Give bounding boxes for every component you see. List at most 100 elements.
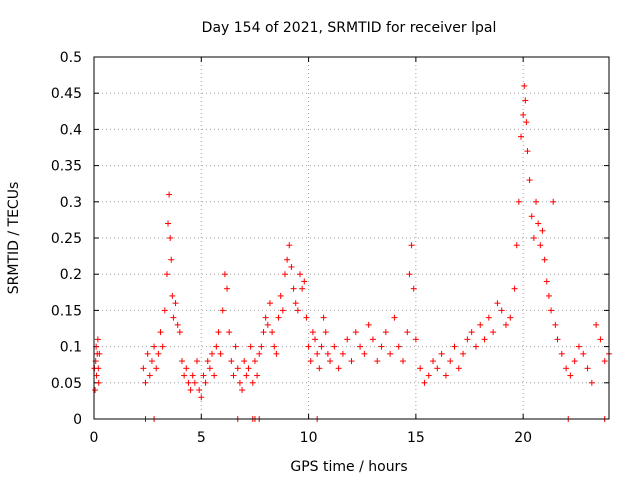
data-point bbox=[307, 358, 314, 365]
data-point bbox=[335, 365, 342, 372]
data-point bbox=[318, 343, 325, 350]
data-point bbox=[92, 387, 99, 394]
x-tick-label: 10 bbox=[300, 430, 318, 446]
data-point bbox=[539, 227, 546, 234]
data-point bbox=[236, 379, 243, 386]
data-point bbox=[200, 372, 207, 379]
data-point bbox=[260, 329, 267, 336]
data-point bbox=[316, 365, 323, 372]
data-point bbox=[331, 343, 338, 350]
data-point bbox=[451, 343, 458, 350]
data-point bbox=[181, 372, 188, 379]
y-tick-label: 0.2 bbox=[60, 267, 82, 283]
data-point bbox=[262, 314, 269, 321]
data-point bbox=[187, 387, 194, 394]
data-point bbox=[550, 198, 557, 205]
data-point bbox=[593, 321, 600, 328]
data-point bbox=[256, 350, 263, 357]
data-point bbox=[421, 379, 428, 386]
x-tick-label: 0 bbox=[90, 430, 99, 446]
data-point bbox=[485, 314, 492, 321]
data-point bbox=[271, 343, 278, 350]
data-point bbox=[211, 372, 218, 379]
data-point bbox=[322, 329, 329, 336]
data-point bbox=[290, 285, 297, 292]
data-point bbox=[254, 372, 261, 379]
data-point bbox=[524, 148, 531, 155]
data-point bbox=[286, 242, 293, 249]
data-point bbox=[144, 350, 151, 357]
data-point bbox=[196, 387, 203, 394]
data-point bbox=[165, 220, 172, 227]
data-point bbox=[378, 343, 385, 350]
data-point bbox=[202, 379, 209, 386]
data-point bbox=[232, 343, 239, 350]
data-point bbox=[294, 307, 301, 314]
data-point bbox=[264, 321, 271, 328]
y-tick-label: 0 bbox=[73, 412, 82, 428]
data-point bbox=[312, 336, 319, 343]
data-point bbox=[221, 271, 228, 278]
data-point bbox=[170, 314, 177, 321]
data-point bbox=[580, 350, 587, 357]
data-point bbox=[434, 365, 441, 372]
data-point bbox=[95, 365, 102, 372]
y-tick-label: 0.5 bbox=[60, 50, 82, 66]
data-point bbox=[513, 242, 520, 249]
data-point bbox=[545, 292, 552, 299]
data-point bbox=[93, 372, 100, 379]
data-point bbox=[528, 213, 535, 220]
data-point bbox=[438, 350, 445, 357]
data-point bbox=[552, 321, 559, 328]
data-point bbox=[217, 350, 224, 357]
data-point bbox=[537, 242, 544, 249]
data-point bbox=[507, 314, 514, 321]
data-point bbox=[142, 379, 149, 386]
data-point bbox=[412, 336, 419, 343]
data-point bbox=[361, 350, 368, 357]
data-point bbox=[543, 278, 550, 285]
y-tick-label: 0.25 bbox=[51, 231, 82, 247]
data-point bbox=[183, 365, 190, 372]
data-point bbox=[530, 235, 537, 241]
axes: 0 5 10 15 20 0 0.05 0.1 0.15 0.2 0.25 0.3 0.35 0.4 0.4… bbox=[51, 50, 609, 446]
data-point bbox=[140, 365, 147, 372]
data-point bbox=[460, 350, 467, 357]
data-point bbox=[146, 372, 153, 379]
data-point bbox=[224, 285, 231, 292]
data-point bbox=[204, 358, 211, 365]
data-point bbox=[172, 300, 179, 307]
data-point bbox=[153, 365, 160, 372]
data-point bbox=[275, 314, 282, 321]
data-point bbox=[230, 372, 237, 379]
data-point bbox=[194, 358, 200, 365]
data-points bbox=[91, 82, 612, 422]
data-point bbox=[533, 198, 540, 205]
data-point bbox=[215, 329, 222, 336]
data-point bbox=[174, 321, 181, 328]
data-point bbox=[309, 329, 316, 336]
data-point bbox=[494, 300, 501, 307]
data-point bbox=[339, 350, 346, 357]
data-point bbox=[314, 350, 321, 357]
data-point bbox=[369, 336, 376, 343]
data-point bbox=[209, 350, 216, 357]
data-point bbox=[567, 372, 574, 379]
data-point bbox=[408, 242, 415, 249]
data-point bbox=[247, 343, 254, 350]
data-point bbox=[234, 365, 241, 372]
data-point bbox=[273, 350, 280, 357]
data-point bbox=[498, 307, 505, 314]
data-point bbox=[406, 271, 413, 278]
data-point bbox=[288, 263, 295, 270]
data-point bbox=[430, 358, 437, 365]
data-point bbox=[464, 336, 471, 343]
data-point bbox=[410, 285, 417, 292]
data-point bbox=[245, 365, 252, 372]
data-point bbox=[382, 329, 389, 336]
data-point bbox=[520, 111, 527, 118]
data-point bbox=[305, 343, 312, 350]
data-point bbox=[241, 358, 248, 365]
data-point bbox=[344, 336, 351, 343]
